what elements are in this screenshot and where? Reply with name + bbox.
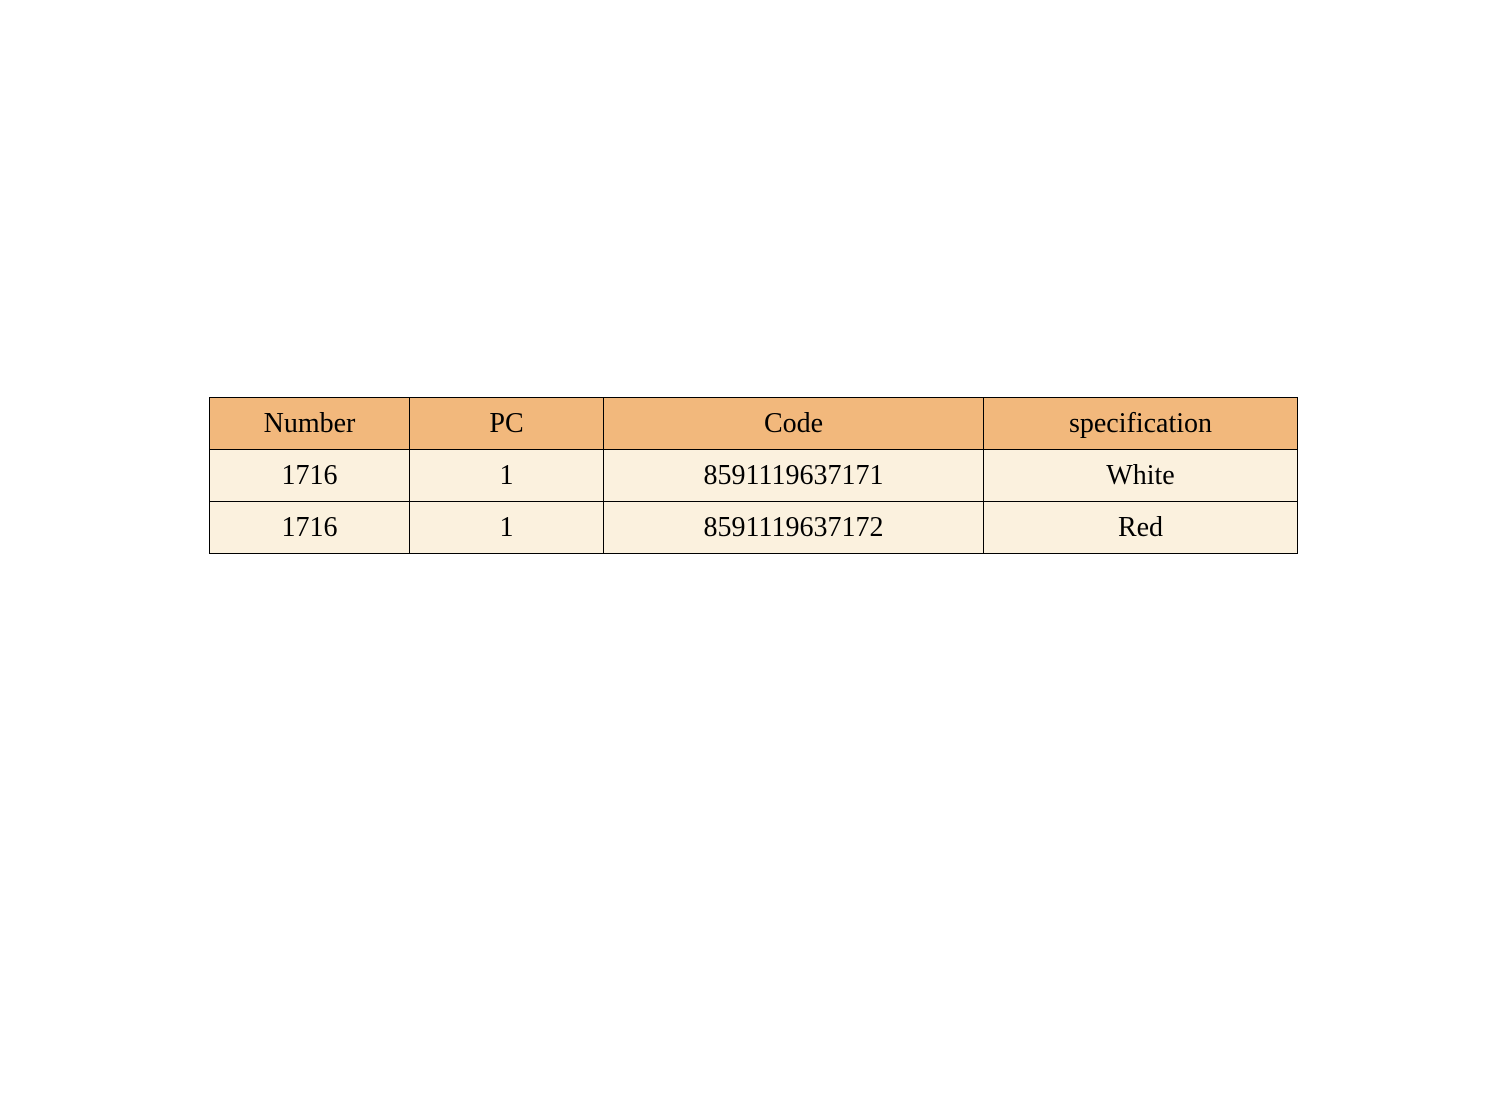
cell-number: 1716 <box>210 450 410 502</box>
cell-code: 8591119637171 <box>604 450 984 502</box>
table-header-row: Number PC Code specification <box>210 398 1298 450</box>
table-row: 1716 1 8591119637171 White <box>210 450 1298 502</box>
table-row: 1716 1 8591119637172 Red <box>210 502 1298 554</box>
cell-spec: Red <box>984 502 1298 554</box>
page-canvas: Number PC Code specification 1716 1 8591… <box>0 0 1500 1100</box>
cell-code: 8591119637172 <box>604 502 984 554</box>
col-header-number: Number <box>210 398 410 450</box>
cell-spec: White <box>984 450 1298 502</box>
cell-number: 1716 <box>210 502 410 554</box>
spec-table: Number PC Code specification 1716 1 8591… <box>209 397 1298 554</box>
cell-pc: 1 <box>410 450 604 502</box>
col-header-spec: specification <box>984 398 1298 450</box>
col-header-code: Code <box>604 398 984 450</box>
cell-pc: 1 <box>410 502 604 554</box>
col-header-pc: PC <box>410 398 604 450</box>
